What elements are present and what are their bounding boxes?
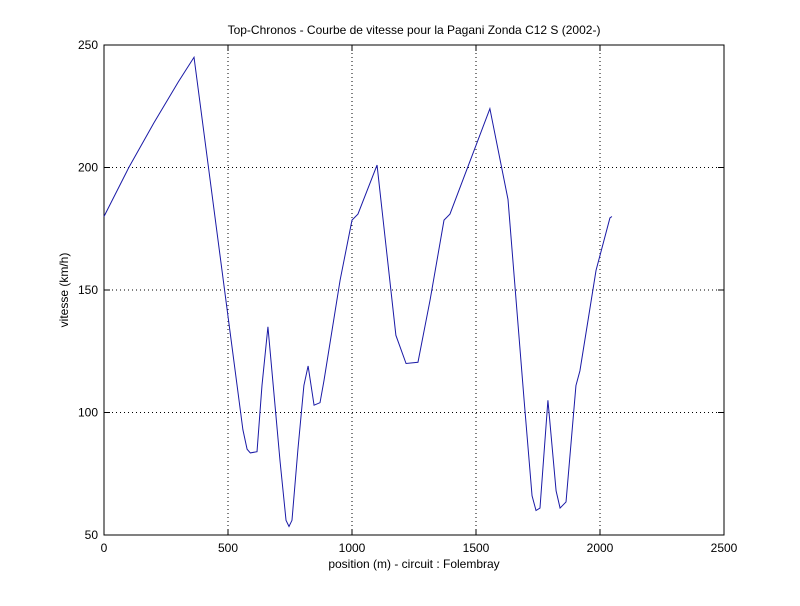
x-tick-label: 500: [218, 541, 238, 555]
x-axis-label: position (m) - circuit : Folembray: [328, 557, 499, 571]
y-tick-label: 100: [78, 406, 98, 420]
x-tick-label: 1500: [463, 541, 490, 555]
y-tick-label: 50: [85, 528, 99, 542]
y-tick-label: 250: [78, 38, 98, 52]
plot-frame: [103, 44, 725, 536]
y-axis-label: vitesse (km/h): [57, 253, 71, 328]
x-tick-label: 2500: [711, 541, 738, 555]
data-line: [103, 55, 613, 528]
x-tick-label: 1000: [339, 541, 366, 555]
y-tick-label: 150: [78, 283, 98, 297]
x-tick-label: 0: [101, 541, 108, 555]
y-tick-label: 200: [78, 161, 98, 175]
chart-title: Top-Chronos - Courbe de vitesse pour la …: [228, 23, 601, 37]
x-tick-label: 2000: [587, 541, 614, 555]
